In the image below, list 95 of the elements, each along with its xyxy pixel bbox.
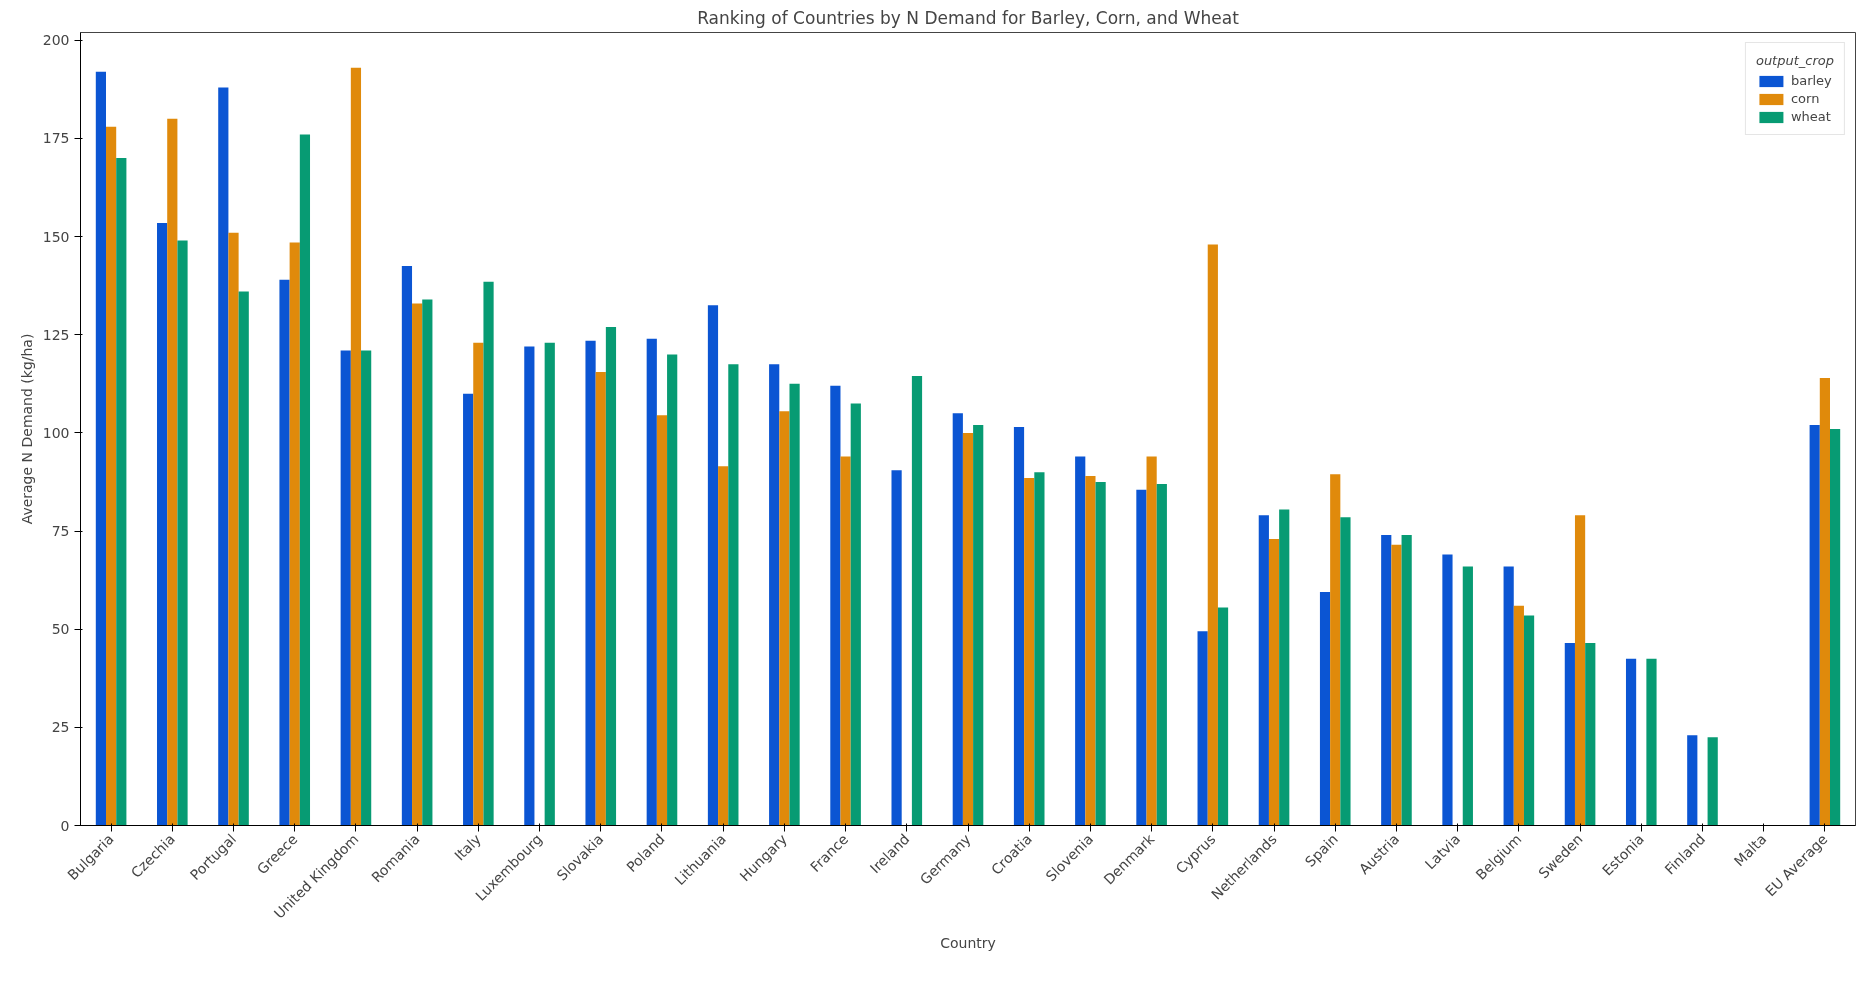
bar [350,67,362,826]
bar [707,305,719,826]
bar [544,342,555,826]
bar [830,385,841,826]
bar [1217,607,1229,826]
bar [1146,456,1157,826]
bar [289,242,300,826]
y-tick-label: 175 [42,130,70,147]
bar [1024,478,1035,826]
bar [116,158,127,826]
bar [718,466,729,826]
bar [911,376,923,826]
y-axis-title: Average N Demand (kg/ha) [18,333,35,525]
bar [1381,535,1392,826]
bar [1707,737,1718,826]
bar [769,364,780,826]
legend-label: corn [1790,91,1820,106]
bar [299,134,311,826]
bar [1340,517,1351,826]
bar [1391,544,1402,826]
bar [1136,489,1147,826]
bar [1819,377,1830,826]
bar [1687,735,1698,826]
bar [1075,456,1086,826]
bar [1207,244,1218,826]
bar [361,350,372,826]
bar [401,266,413,826]
bar [1830,429,1841,826]
bar [279,279,290,826]
bar [1564,642,1575,826]
y-tick-label: 100 [42,424,70,441]
y-tick-label: 50 [51,621,70,638]
legend-label: wheat [1790,109,1831,124]
bar [1513,605,1524,826]
bar [1197,631,1208,826]
y-tick-label: 125 [42,326,70,343]
bar [962,432,974,826]
bar [1574,515,1586,826]
bar [728,364,739,826]
bar [412,303,423,826]
y-tick-label: 0 [60,817,70,834]
bar [157,222,168,826]
bar [1330,474,1341,826]
bar [840,456,851,826]
legend-title: output_crop [1755,53,1834,68]
bar [1809,425,1820,826]
y-tick-label: 150 [42,228,70,245]
y-tick-label: 200 [42,32,70,49]
bar [789,383,800,826]
bar [1095,482,1106,826]
y-tick-label: 75 [51,523,70,540]
bar [218,87,229,826]
bar [1279,509,1290,826]
bar [422,299,433,826]
bar [1268,538,1280,826]
bar [167,118,178,826]
bar [1319,591,1331,826]
bar [595,372,606,826]
bar [779,411,790,826]
bar [891,470,902,826]
bar [524,346,535,826]
bar [106,126,117,826]
bar [850,403,861,826]
bar [973,425,984,826]
chart-title: Ranking of Countries by N Demand for Barley, Corn, and Wheat [697,7,1240,28]
legend-label: barley [1790,73,1832,88]
bar [473,342,484,826]
bar [1013,427,1025,826]
bar [1625,658,1637,826]
bar [667,354,678,826]
bar [952,413,963,826]
bar [177,240,188,826]
bar [1585,642,1596,826]
bar [585,340,596,826]
bar [228,232,239,826]
bar [340,350,351,826]
bar [1523,615,1535,826]
x-axis-title: Country [940,935,996,952]
bar [483,281,494,826]
bar [238,291,249,826]
bar [656,415,668,826]
bar [1503,566,1514,826]
bar [1034,472,1045,826]
bar [646,338,657,826]
y-tick-label: 25 [51,719,70,736]
bar [605,326,617,826]
bar [1156,483,1167,826]
bar [1462,566,1473,826]
bar [1442,554,1453,826]
bar [1085,476,1096,826]
bar [1258,515,1269,826]
bar [95,71,106,826]
bar [1646,658,1657,826]
bar [463,393,474,826]
bar [1401,535,1412,826]
